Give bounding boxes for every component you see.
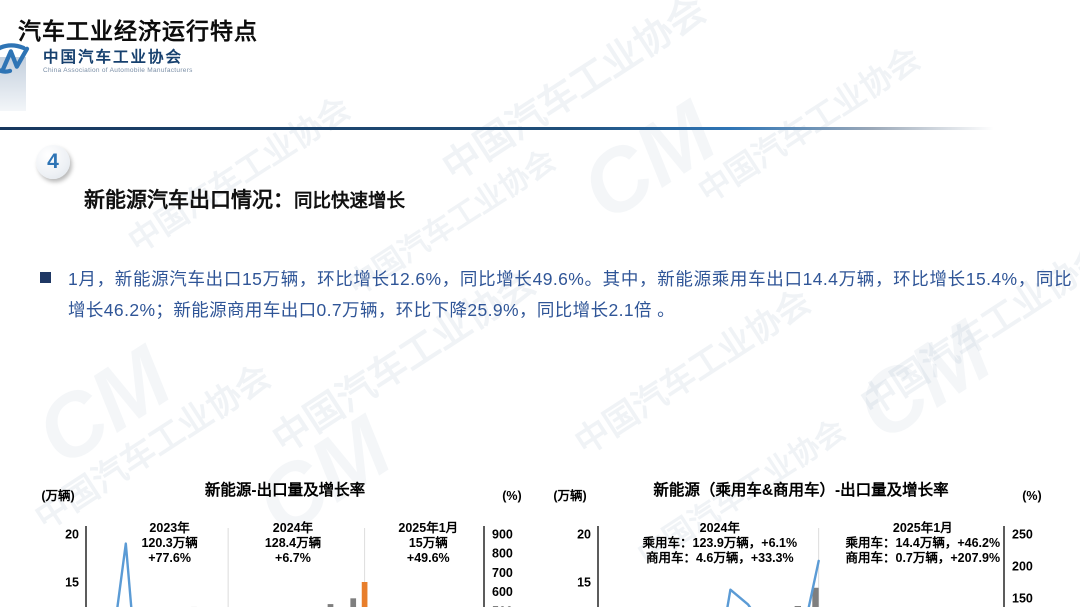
- svg-text:2025年1月: 2025年1月: [893, 520, 953, 535]
- svg-text:(万辆): (万辆): [41, 488, 74, 503]
- svg-text:20: 20: [65, 528, 79, 542]
- svg-text:200: 200: [1012, 560, 1033, 574]
- page-title: 汽车工业经济运行特点: [18, 18, 258, 44]
- svg-text:+6.7%: +6.7%: [275, 551, 311, 565]
- chart-title-left: 新能源-出口量及增长率: [204, 482, 366, 500]
- svg-text:600: 600: [492, 585, 513, 599]
- section-title: 新能源汽车出口情况：同比快速增长: [84, 184, 1080, 214]
- watermark-logo: CM: [18, 326, 188, 485]
- svg-text:乘用车：123.9万辆，+6.1%: 乘用车：123.9万辆，+6.1%: [642, 535, 798, 550]
- chart-nev-export-total: 新能源-出口量及增长率 2015105090080070060050040030…: [16, 470, 530, 607]
- chart-nev-export-pv-cv: 新能源（乘用车&商用车）-出口量及增长率 2015105025020015010…: [552, 470, 1080, 607]
- chart-title-right: 新能源（乘用车&商用车）-出口量及增长率: [653, 482, 949, 500]
- org-name-cn: 中国汽车工业协会: [43, 48, 184, 66]
- section-title-main: 新能源汽车出口情况：: [84, 189, 294, 212]
- svg-text:(%): (%): [1022, 489, 1041, 503]
- svg-text:800: 800: [492, 547, 513, 561]
- svg-text:2024年: 2024年: [700, 520, 741, 535]
- bullet-paragraph: 1月，新能源汽车出口15万辆，环比增长12.6%，同比增长49.6%。其中，新能…: [40, 264, 1072, 326]
- org-name-en: China Association of Automobile Manufact…: [43, 66, 193, 74]
- cm-logo-icon: [0, 42, 36, 81]
- section-title-sub: 同比快速增长: [294, 190, 406, 211]
- svg-text:15: 15: [65, 576, 79, 590]
- svg-text:500: 500: [492, 605, 513, 607]
- svg-text:15: 15: [577, 576, 591, 590]
- svg-text:20: 20: [577, 528, 591, 542]
- watermark-logo: CM: [563, 81, 733, 240]
- bullet-marker: [40, 272, 51, 283]
- svg-text:(万辆): (万辆): [553, 488, 586, 503]
- svg-text:商用车：4.6万辆，+33.3%: 商用车：4.6万辆，+33.3%: [646, 550, 794, 565]
- chart-canvas-right: 20151050250200150100500-50(万辆)(%)2024年1月…: [553, 488, 1042, 607]
- svg-text:商用车：0.7万辆，+207.9%: 商用车：0.7万辆，+207.9%: [846, 550, 1001, 565]
- charts-area: 新能源-出口量及增长率 2015105090080070060050040030…: [0, 470, 1080, 607]
- svg-text:+77.6%: +77.6%: [148, 551, 191, 565]
- svg-text:乘用车：14.4万辆，+46.2%: 乘用车：14.4万辆，+46.2%: [845, 535, 1001, 550]
- section-number-badge: 4: [36, 145, 70, 179]
- svg-text:250: 250: [1012, 528, 1033, 542]
- svg-text:900: 900: [492, 528, 513, 542]
- svg-text:120.3万辆: 120.3万辆: [141, 535, 198, 550]
- page-number: 25: [0, 519, 1040, 534]
- svg-text:15万辆: 15万辆: [409, 535, 448, 550]
- bullet-text: 1月，新能源汽车出口15万辆，环比增长12.6%，同比增长49.6%。其中，新能…: [68, 269, 1072, 321]
- svg-text:700: 700: [492, 566, 513, 580]
- svg-text:128.4万辆: 128.4万辆: [265, 535, 322, 550]
- chart-canvas-left: 201510509008007006005004003002001000-100…: [41, 488, 522, 607]
- svg-text:+49.6%: +49.6%: [407, 551, 450, 565]
- svg-text:2025年1月: 2025年1月: [398, 520, 458, 535]
- header-divider: [0, 127, 1014, 130]
- org-logo: 中国汽车工业协会 China Association of Automobile…: [0, 42, 1064, 81]
- svg-text:(%): (%): [502, 489, 521, 503]
- svg-text:2024年: 2024年: [273, 520, 314, 535]
- watermark-text: 中国汽车工业协会: [121, 89, 357, 260]
- svg-text:150: 150: [1012, 592, 1033, 606]
- svg-text:2023年: 2023年: [149, 520, 190, 535]
